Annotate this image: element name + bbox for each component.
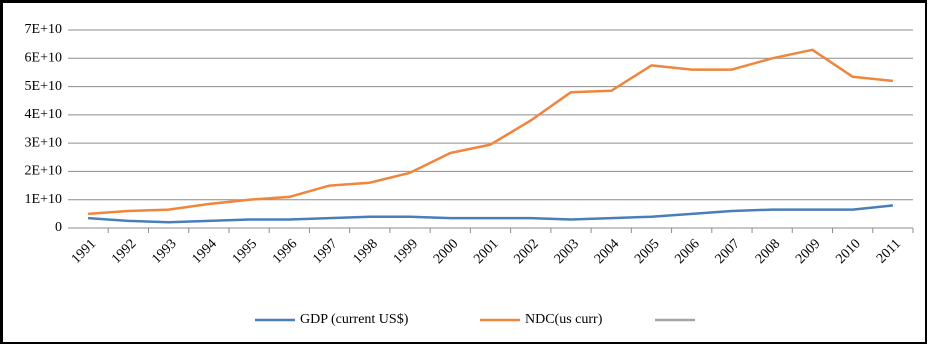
legend-label: GDP (current US$) — [300, 312, 409, 327]
y-tick-label: 4E+10 — [25, 107, 62, 122]
y-tick-label: 7E+10 — [25, 22, 62, 37]
y-tick-label: 6E+10 — [25, 51, 62, 66]
y-tick-label: 5E+10 — [25, 79, 62, 94]
legend-label: NDC(us curr) — [525, 312, 603, 327]
y-tick-label: 3E+10 — [25, 135, 62, 150]
series-line — [88, 48, 894, 216]
y-tick-label: 1E+10 — [25, 192, 62, 207]
series-line — [88, 204, 894, 224]
y-tick-label: 0 — [55, 220, 62, 235]
y-tick-label: 2E+10 — [25, 164, 62, 179]
